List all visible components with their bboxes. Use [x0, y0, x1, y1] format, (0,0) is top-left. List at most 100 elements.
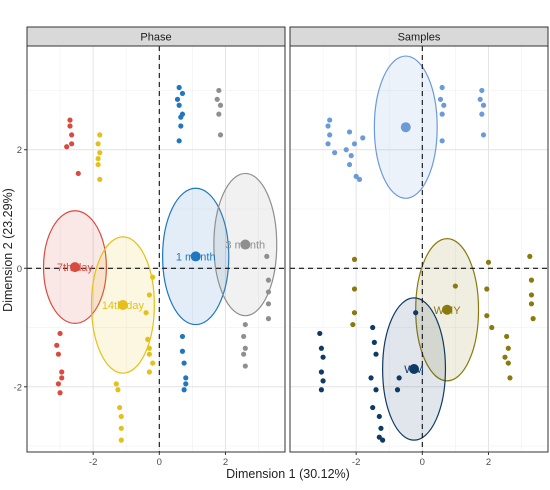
data-point	[183, 381, 189, 387]
group-label-c: C	[402, 122, 410, 134]
data-point	[439, 84, 445, 91]
data-point	[97, 150, 103, 156]
points-3-month	[214, 87, 272, 369]
data-point	[507, 375, 513, 381]
group-label-wm: WM	[404, 364, 424, 376]
data-point	[75, 170, 81, 177]
panel-samples: Samples C WMY WM -2 0 2	[289, 26, 549, 468]
data-point	[214, 96, 220, 102]
data-point	[118, 437, 124, 443]
data-point	[479, 111, 485, 117]
data-point	[67, 123, 73, 129]
group-label-7th-day: 7th day	[57, 262, 94, 274]
data-point	[67, 117, 73, 123]
y-tick-label: 2	[17, 145, 22, 156]
centroid-c	[400, 122, 411, 133]
data-point	[527, 253, 533, 260]
data-point	[318, 369, 325, 375]
data-point	[380, 437, 386, 443]
points-7th-day	[54, 117, 81, 396]
data-point	[413, 310, 419, 316]
data-point	[118, 425, 124, 431]
data-point	[353, 173, 359, 179]
data-point	[477, 96, 483, 102]
data-point	[325, 141, 331, 147]
panel-border	[289, 45, 549, 453]
data-point	[351, 286, 358, 292]
data-point	[178, 114, 184, 120]
data-point	[317, 330, 323, 337]
data-point	[318, 345, 325, 351]
data-point	[356, 176, 363, 182]
data-point	[265, 316, 272, 322]
x-axis-label: Dimension 1 (30.12%)	[226, 467, 350, 481]
data-point	[332, 150, 338, 156]
data-point	[502, 354, 508, 360]
group-label-wmy: WMY	[434, 305, 462, 317]
centroid-wmy	[442, 304, 453, 315]
data-point	[242, 363, 248, 369]
data-point	[179, 333, 186, 340]
data-point	[265, 301, 272, 307]
data-point	[320, 378, 326, 384]
centroid-wm	[409, 364, 420, 375]
data-point	[183, 375, 189, 381]
data-point	[528, 292, 535, 298]
group-label-3-month: 3 month	[225, 240, 265, 252]
data-point	[242, 321, 248, 328]
x-tick-label: 0	[157, 457, 162, 468]
data-point	[178, 123, 184, 129]
data-point	[176, 138, 182, 144]
y-axis-label: Dimension 2 (23.29%)	[1, 188, 15, 312]
data-point	[439, 111, 445, 117]
data-point	[346, 161, 353, 168]
data-point	[146, 292, 152, 298]
data-point	[376, 434, 382, 440]
centroid-7th-day	[69, 262, 80, 273]
data-point	[145, 336, 151, 342]
data-point	[217, 132, 224, 138]
data-point	[59, 375, 65, 381]
data-point	[479, 87, 485, 94]
data-point	[264, 253, 270, 260]
data-point	[504, 333, 510, 340]
data-point	[176, 84, 182, 91]
data-point	[351, 310, 358, 316]
points-c	[325, 84, 487, 182]
data-point	[97, 176, 103, 182]
data-point	[505, 345, 511, 351]
data-point	[59, 369, 65, 375]
data-point	[370, 404, 376, 411]
y-tick-label: -2	[14, 382, 22, 393]
data-point	[452, 283, 458, 289]
data-point	[97, 132, 103, 138]
data-point	[146, 351, 152, 357]
data-point	[55, 351, 62, 357]
data-point	[176, 102, 182, 108]
data-point	[350, 321, 356, 328]
points-wmy	[350, 253, 536, 381]
data-point	[241, 333, 247, 340]
group-label-14th-day: 14th day	[102, 300, 145, 312]
points-1-month	[174, 84, 189, 393]
data-point	[376, 413, 382, 420]
data-point	[320, 354, 326, 360]
data-point	[484, 286, 490, 292]
data-point	[346, 129, 353, 135]
data-point	[150, 274, 156, 280]
data-point	[437, 96, 444, 102]
data-point	[69, 132, 75, 138]
data-point	[318, 387, 325, 393]
data-point	[216, 111, 222, 117]
centroid-3-month	[240, 239, 251, 250]
x-tick-label: 0	[420, 457, 425, 468]
data-point	[396, 375, 402, 381]
data-point	[530, 316, 536, 322]
data-point	[143, 310, 149, 316]
data-point	[485, 259, 492, 265]
data-point	[216, 87, 222, 94]
points-wm	[317, 310, 419, 443]
data-point	[265, 277, 272, 283]
strip-label: Samples	[398, 32, 441, 44]
centroid-14th-day	[117, 300, 128, 311]
